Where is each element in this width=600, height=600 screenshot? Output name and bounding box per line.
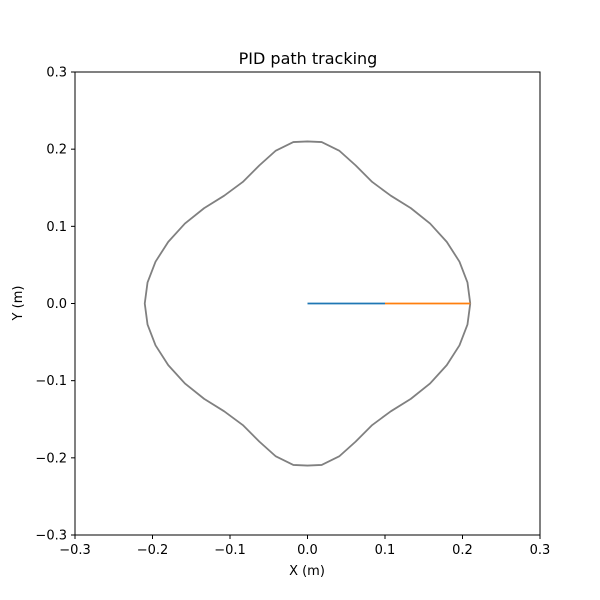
y-tick-label: −0.3 bbox=[35, 529, 67, 544]
y-tick-label: 0.2 bbox=[46, 143, 67, 158]
y-tick-label: −0.1 bbox=[35, 374, 67, 389]
y-tick-label: 0.0 bbox=[46, 297, 67, 312]
series-layer bbox=[143, 140, 472, 467]
x-tick-label: −0.3 bbox=[59, 543, 91, 558]
x-tick-label: 0.2 bbox=[452, 543, 473, 558]
x-axis-label: X (m) bbox=[289, 564, 325, 579]
chart-title: PID path tracking bbox=[239, 49, 378, 68]
x-tick-label: 0.3 bbox=[530, 543, 551, 558]
y-axis: −0.3 −0.2 −0.1 0.0 0.1 0.2 0.3 bbox=[35, 66, 75, 544]
x-tick-label: −0.1 bbox=[214, 543, 246, 558]
series-line-0 bbox=[143, 140, 472, 467]
x-tick-label: 0.0 bbox=[297, 543, 318, 558]
y-tick-label: 0.1 bbox=[46, 220, 67, 235]
y-tick-label: −0.2 bbox=[35, 451, 67, 466]
y-axis-label: Y (m) bbox=[11, 286, 26, 322]
x-axis: −0.3 −0.2 −0.1 0.0 0.1 0.2 0.3 bbox=[59, 535, 550, 558]
x-tick-label: −0.2 bbox=[137, 543, 169, 558]
x-tick-label: 0.1 bbox=[375, 543, 396, 558]
y-tick-label: 0.3 bbox=[46, 66, 67, 81]
